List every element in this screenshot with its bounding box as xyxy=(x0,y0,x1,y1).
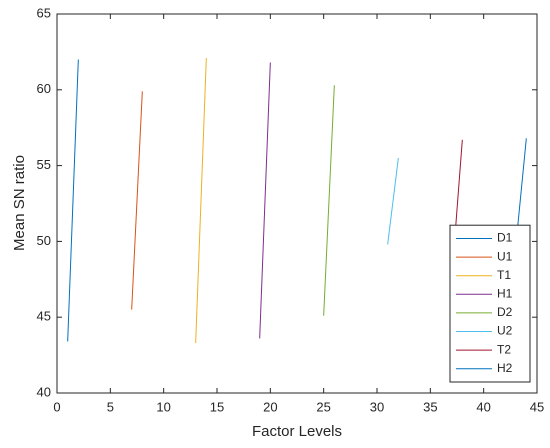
y-tick-label: 40 xyxy=(37,384,51,399)
series-line xyxy=(323,85,335,316)
x-tick-label: 45 xyxy=(530,399,544,414)
series-line xyxy=(387,157,399,245)
x-tick-label: 15 xyxy=(210,399,224,414)
x-tick-label: 35 xyxy=(423,399,437,414)
y-tick-label: 55 xyxy=(37,157,51,172)
x-tick-label: 10 xyxy=(156,399,170,414)
x-tick-label: 40 xyxy=(476,399,490,414)
series-line xyxy=(195,57,207,343)
x-tick-label: 30 xyxy=(370,399,384,414)
legend-label: U1 xyxy=(497,249,513,263)
x-tick-label: 20 xyxy=(263,399,277,414)
x-tick-label: 25 xyxy=(316,399,330,414)
x-tick-label: 0 xyxy=(53,399,60,414)
legend-label: H1 xyxy=(497,286,513,300)
x-tick-label: 5 xyxy=(107,399,114,414)
legend-label: H2 xyxy=(497,361,513,375)
series-line xyxy=(131,91,143,310)
legend-label: T2 xyxy=(497,342,511,356)
legend-box xyxy=(449,224,531,383)
legend-label: T1 xyxy=(497,268,511,282)
y-tick-label: 45 xyxy=(37,309,51,324)
legend-label: U2 xyxy=(497,324,513,338)
series-line xyxy=(259,62,271,339)
legend-label: D2 xyxy=(497,305,513,319)
series-line xyxy=(67,59,79,342)
y-tick-label: 60 xyxy=(37,81,51,96)
y-tick-label: 50 xyxy=(37,233,51,248)
y-axis-label: Mean SN ratio xyxy=(11,155,28,251)
y-tick-label: 65 xyxy=(37,5,51,20)
legend-label: D1 xyxy=(497,231,513,245)
x-axis-label: Factor Levels xyxy=(252,423,342,440)
